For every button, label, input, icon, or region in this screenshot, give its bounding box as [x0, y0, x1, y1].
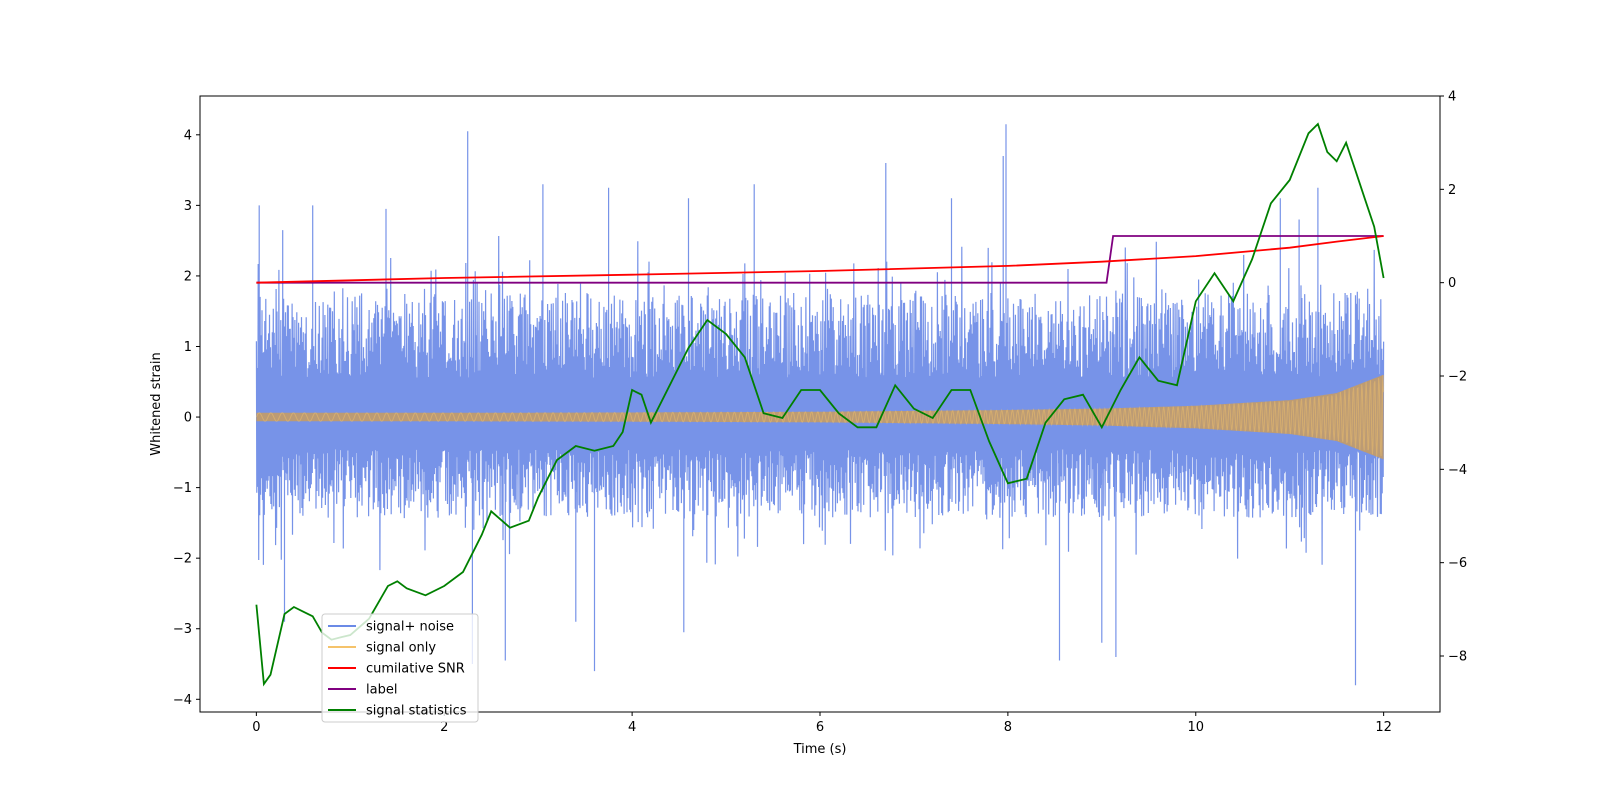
legend-entry: label: [366, 683, 397, 698]
y2-tick-label: −8: [1448, 650, 1467, 665]
series-signal-only-line: [255, 374, 1385, 457]
x-axis-label: Time (s): [793, 742, 847, 757]
y-tick-label: −1: [173, 481, 192, 496]
series-cumulative-snr-line: [256, 235, 1384, 284]
y-axis-right: −8 −6 −4 −2 0 2 4: [1440, 90, 1467, 665]
y-axis-label: Whitened strain: [149, 352, 164, 455]
x-tick-label: 8: [1004, 720, 1012, 735]
legend-box: [321, 613, 479, 723]
legend-entry: cumilative SNR: [366, 662, 465, 677]
series-signal-statistics-line: [255, 122, 1385, 687]
y-tick-label: 1: [184, 340, 192, 355]
y-tick-label: −3: [173, 622, 192, 637]
y2-tick-label: −4: [1448, 463, 1467, 478]
y-tick-label: −2: [173, 552, 192, 567]
legend-entry: signal statistics: [366, 704, 467, 719]
y2-tick-label: −6: [1448, 556, 1467, 571]
legend-entry: signal+ noise: [366, 620, 454, 635]
x-tick-label: 6: [816, 720, 824, 735]
plot-area: [255, 122, 1385, 687]
y-tick-label: 4: [184, 128, 192, 143]
y2-tick-label: −2: [1448, 370, 1467, 385]
y-tick-label: 2: [184, 269, 192, 284]
y-tick-label: −4: [173, 693, 192, 708]
y2-tick-label: 4: [1448, 90, 1456, 105]
y2-tick-label: 0: [1448, 276, 1456, 291]
legend-entry: signal only: [366, 641, 436, 656]
legend: signal+ noise signal only cumilative SNR la…: [321, 613, 479, 723]
y2-tick-label: 2: [1448, 183, 1456, 198]
x-tick-label: 0: [252, 720, 260, 735]
y-tick-label: 3: [184, 199, 192, 214]
x-tick-label: 10: [1187, 720, 1204, 735]
y-axis-left: −4 −3 −2 −1 0 1 2 3 4: [173, 128, 200, 708]
x-axis: 0 2 4 6 8 10 12: [252, 712, 1392, 735]
x-tick-label: 12: [1375, 720, 1392, 735]
series-signal-only-band: [256, 374, 1384, 460]
x-tick-label: 4: [628, 720, 636, 735]
series-signal-noise-line: [255, 124, 1385, 686]
x-tick-label: 2: [440, 720, 448, 735]
series-label-line: [256, 235, 1384, 284]
y-tick-label: 0: [184, 411, 192, 426]
